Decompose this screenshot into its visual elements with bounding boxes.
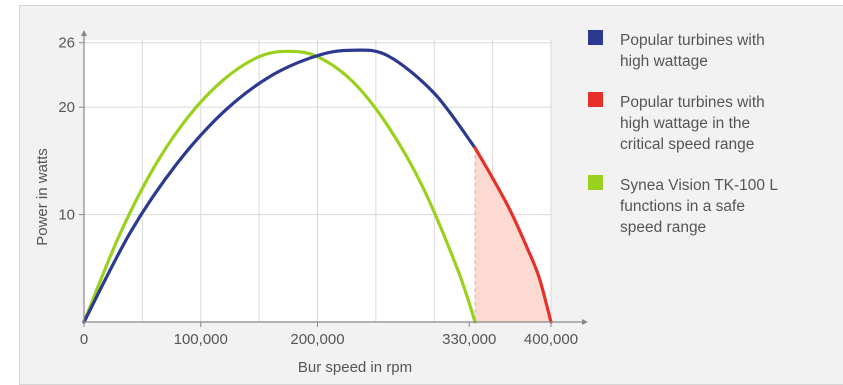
x-tick-label-4: 400,000 <box>524 331 578 348</box>
series-line-critical-range <box>473 146 553 324</box>
critical-range-fill <box>475 148 551 322</box>
legend-item-red: Popular turbines with high wattage in th… <box>588 90 838 158</box>
y-tick-label-1: 20 <box>58 99 75 116</box>
x-tick-label-1: 100,000 <box>174 331 228 348</box>
x-axis-arrow <box>582 319 588 325</box>
legend-label-blue-1: Popular turbines with <box>620 32 765 49</box>
legend-label-blue-2: high wattage <box>620 53 708 70</box>
legend-label-red-3: critical speed range <box>620 136 755 153</box>
legend-label-red-2: high wattage in the <box>620 115 751 132</box>
legend-item-blue: Popular turbines with high wattage <box>588 28 838 75</box>
series-line-synea-vision <box>82 49 477 324</box>
legend-label-red-1: Popular turbines with <box>620 94 765 111</box>
x-axis-title: Bur speed in rpm <box>298 359 412 376</box>
legend-label-green-2: functions in a safe <box>620 198 745 215</box>
legend: Popular turbines with high wattage Popul… <box>588 30 838 255</box>
y-tick-label-2: 26 <box>58 35 75 52</box>
x-tick-label-3: 330,000 <box>442 331 496 348</box>
legend-swatch-green <box>588 175 603 190</box>
x-tick-label-0: 0 <box>80 331 88 348</box>
legend-label-green-1: Synea Vision TK-100 L <box>620 177 778 194</box>
legend-item-green: Synea Vision TK-100 L functions in a saf… <box>588 173 838 241</box>
series-line-high-wattage <box>82 48 477 324</box>
y-tick-label-0: 10 <box>58 207 75 224</box>
x-tick-label-2: 200,000 <box>290 331 344 348</box>
legend-swatch-red <box>588 92 603 107</box>
legend-swatch-blue <box>588 30 603 45</box>
legend-label-green-3: speed range <box>620 219 707 236</box>
y-axis-arrow <box>81 30 87 36</box>
y-axis-title: Power in watts <box>34 148 51 246</box>
